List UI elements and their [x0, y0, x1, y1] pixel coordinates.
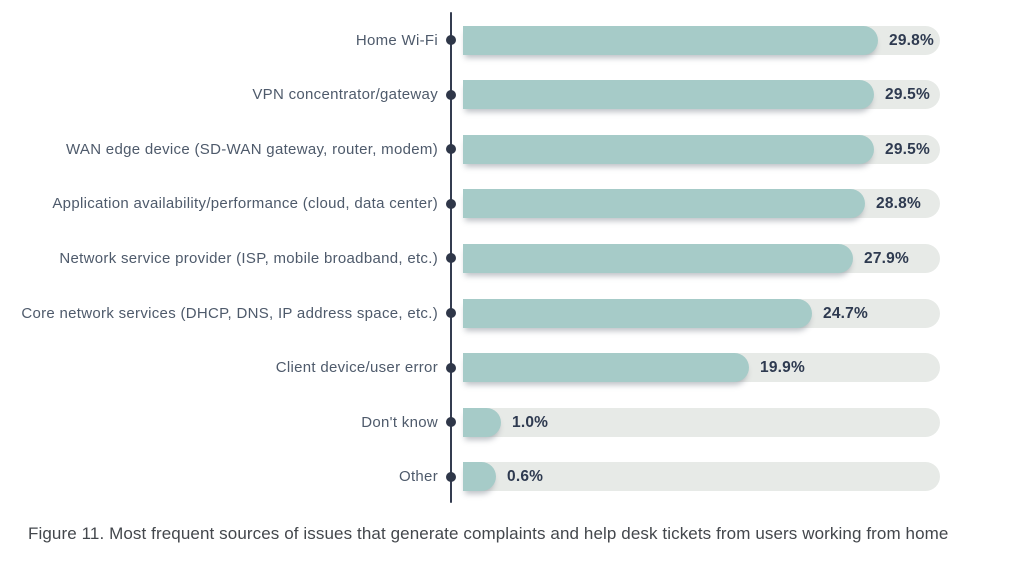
category-label: Home Wi-Fi	[355, 31, 438, 49]
value-label: 28.8%	[876, 195, 921, 213]
bar	[463, 407, 501, 437]
bar-track: 0.6%	[463, 462, 940, 492]
axis-dot-marker	[446, 471, 456, 482]
axis-dot-marker	[446, 253, 456, 264]
category-label: Client device/user error	[275, 359, 438, 377]
axis-dot-marker	[446, 144, 456, 155]
chart-row: Client device/user error 19.9%	[0, 353, 1024, 383]
axis-dot-marker	[446, 362, 456, 373]
category-label: Core network services (DHCP, DNS, IP add…	[21, 304, 438, 322]
figure-caption: Figure 11. Most frequent sources of issu…	[28, 524, 949, 543]
chart-row: VPN concentrator/gateway 29.5%	[0, 80, 1024, 110]
bar	[463, 298, 812, 328]
bar	[463, 134, 874, 164]
chart-row: Don't know 1.0%	[0, 407, 1024, 437]
bar-track: 29.5%	[463, 134, 940, 164]
category-label: VPN concentrator/gateway	[252, 86, 438, 104]
axis-dot-marker	[446, 198, 456, 209]
chart-row: Core network services (DHCP, DNS, IP add…	[0, 298, 1024, 328]
bar-track: 19.9%	[463, 353, 940, 383]
value-label: 1.0%	[512, 413, 549, 431]
axis-dot-marker	[446, 89, 456, 100]
value-label: 0.6%	[507, 468, 544, 486]
chart-row: Network service provider (ISP, mobile br…	[0, 243, 1024, 273]
category-label: Network service provider (ISP, mobile br…	[59, 249, 438, 267]
axis-dot-marker	[446, 35, 456, 45]
chart-row: Other 0.6%	[0, 462, 1024, 492]
value-label: 29.5%	[885, 140, 930, 158]
bar	[463, 25, 878, 55]
axis-dot-marker	[446, 308, 456, 318]
value-label: 27.9%	[864, 249, 909, 267]
category-label: WAN edge device (SD-WAN gateway, router,…	[66, 140, 438, 158]
chart-row: Home Wi-Fi 29.8%	[0, 25, 1024, 55]
bar	[463, 80, 874, 110]
category-label: Application availability/performance (cl…	[52, 195, 438, 213]
chart-row: Application availability/performance (cl…	[0, 189, 1024, 219]
bar	[463, 462, 496, 492]
bar	[463, 353, 749, 383]
bar-track: 28.8%	[463, 189, 940, 219]
bar-track: 27.9%	[463, 243, 940, 273]
category-label: Don't know	[361, 413, 438, 431]
bar-track: 1.0%	[463, 407, 940, 437]
value-label: 29.5%	[885, 86, 930, 104]
bar-chart: Home Wi-Fi 29.8% VPN concentrator/gatewa…	[0, 12, 1024, 503]
value-label: 24.7%	[823, 304, 868, 322]
value-label: 29.8%	[889, 31, 934, 49]
bar-track: 29.8%	[463, 25, 940, 55]
chart-row: WAN edge device (SD-WAN gateway, router,…	[0, 134, 1024, 164]
bar	[463, 243, 853, 273]
category-label: Other	[398, 468, 438, 486]
value-label: 19.9%	[760, 359, 805, 377]
bar-track: 24.7%	[463, 298, 940, 328]
bar	[463, 189, 865, 219]
axis-dot-marker	[446, 417, 456, 428]
bar-track: 29.5%	[463, 80, 940, 110]
